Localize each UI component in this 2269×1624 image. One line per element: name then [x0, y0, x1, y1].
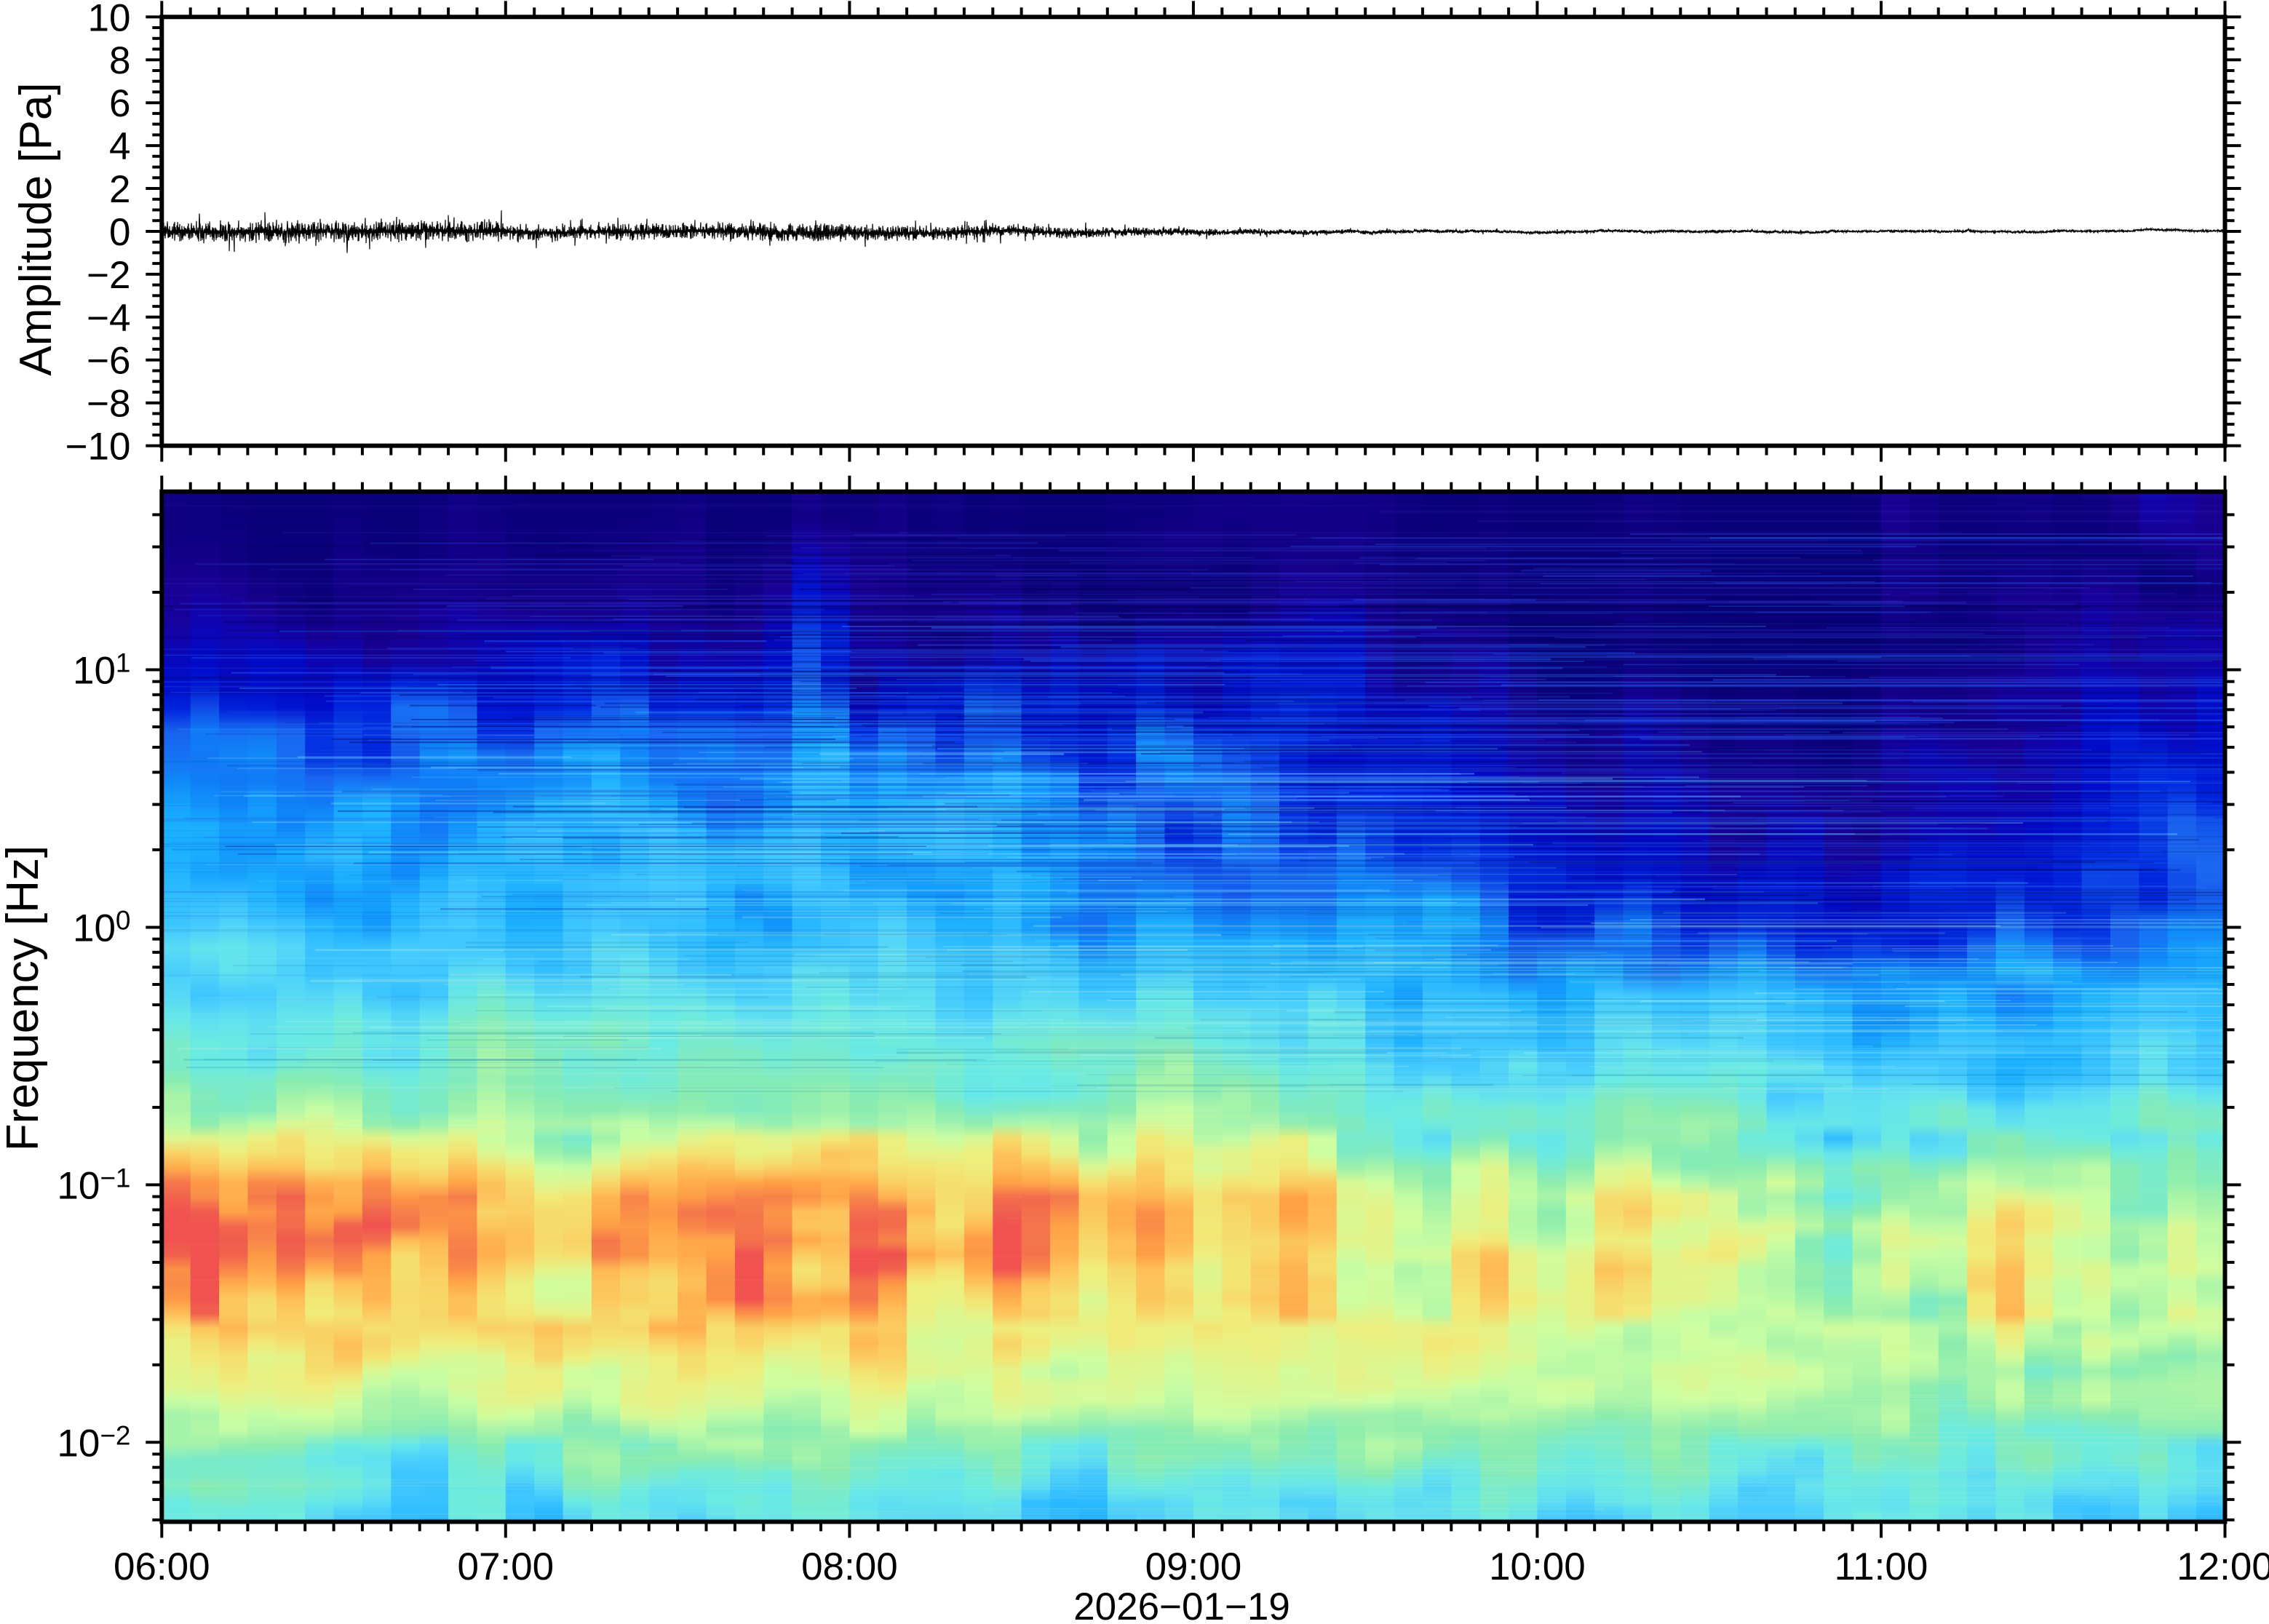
svg-text:10:00: 10:00	[1489, 1545, 1586, 1588]
svg-text:06:00: 06:00	[114, 1545, 210, 1588]
svg-text:07:00: 07:00	[457, 1545, 554, 1588]
svg-text:Amplitude [Pa]: Amplitude [Pa]	[11, 82, 61, 375]
svg-text:8: 8	[109, 39, 130, 82]
svg-text:−4: −4	[87, 297, 130, 340]
svg-text:6: 6	[109, 82, 130, 125]
svg-text:4: 4	[109, 125, 130, 168]
svg-text:11:00: 11:00	[1835, 1545, 1928, 1588]
svg-text:−2: −2	[87, 254, 130, 297]
svg-text:−6: −6	[87, 340, 130, 383]
svg-text:2: 2	[109, 168, 130, 211]
svg-text:10: 10	[88, 0, 131, 39]
svg-text:−8: −8	[87, 383, 130, 426]
svg-text:−10: −10	[65, 426, 131, 469]
svg-text:09:00: 09:00	[1145, 1545, 1242, 1588]
svg-text:12:00: 12:00	[2177, 1545, 2269, 1588]
svg-text:2026−01−19: 2026−01−19	[1073, 1585, 1290, 1624]
svg-text:0: 0	[109, 211, 130, 254]
svg-text:Frequency [Hz]: Frequency [Hz]	[0, 845, 48, 1151]
svg-text:08:00: 08:00	[801, 1545, 898, 1588]
